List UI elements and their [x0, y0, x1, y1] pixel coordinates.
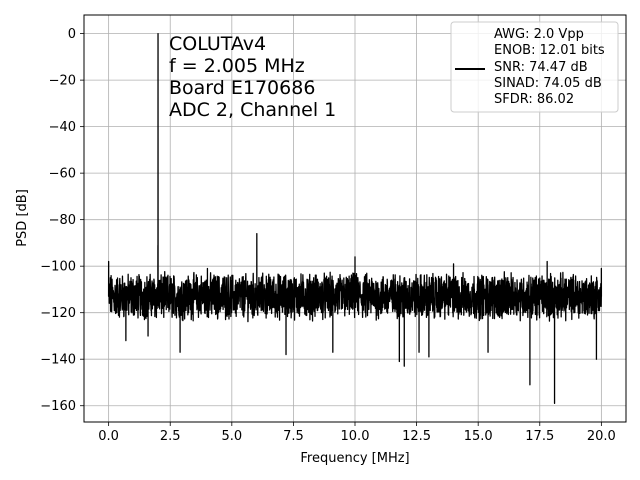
x-tick-label: 2.5: [160, 429, 181, 444]
annotation-block: COLUTAv4 f = 2.005 MHz Board E170686 ADC…: [169, 33, 336, 121]
legend: AWG: 2.0 Vpp ENOB: 12.01 bits SNR: 74.47…: [450, 21, 619, 113]
x-tick-label: 0.0: [98, 429, 119, 444]
x-tick-label: 5.0: [221, 429, 242, 444]
annotation-line-frequency: f = 2.005 MHz: [169, 55, 305, 77]
legend-entry-awg: AWG: 2.0 Vpp: [494, 27, 584, 42]
x-tick-label: 20.0: [587, 429, 616, 444]
x-tick-label: 17.5: [525, 429, 554, 444]
annotation-line-channel: ADC 2, Channel 1: [169, 99, 336, 121]
legend-entry-sinad: SINAD: 74.05 dB: [494, 76, 602, 91]
y-tick-label: −100: [40, 260, 76, 275]
psd-series: [107, 32, 603, 405]
y-tick-label: −140: [40, 353, 76, 368]
x-tick-label: 10.0: [341, 429, 370, 444]
y-tick-label: −160: [40, 399, 76, 414]
y-tick-label: 0: [68, 27, 76, 42]
y-tick-label: −120: [40, 306, 76, 321]
y-axis-label: PSD [dB]: [15, 189, 30, 247]
legend-entry-sfdr: SFDR: 86.02: [494, 92, 574, 107]
x-tick-label: 12.5: [402, 429, 431, 444]
x-tick-label: 7.5: [283, 429, 304, 444]
annotation-line-device: COLUTAv4: [169, 33, 266, 55]
y-tick-label: −80: [49, 213, 76, 228]
x-tick-label: 15.0: [464, 429, 493, 444]
x-axis-label: Frequency [MHz]: [300, 451, 409, 466]
legend-entry-enob: ENOB: 12.01 bits: [494, 43, 605, 58]
y-tick-label: −40: [49, 120, 76, 135]
psd-line: [107, 32, 603, 405]
y-tick-label: −20: [49, 74, 76, 89]
annotation-line-board: Board E170686: [169, 77, 315, 99]
y-tick-label: −60: [49, 167, 76, 182]
legend-box: [450, 21, 619, 113]
legend-entry-snr: SNR: 74.47 dB: [494, 60, 588, 75]
axis-ticks: 0.0 2.5 5.0 7.5 10.0 12.5 15.0 17.5 20.0 0 −20 −40 −…: [40, 27, 616, 444]
